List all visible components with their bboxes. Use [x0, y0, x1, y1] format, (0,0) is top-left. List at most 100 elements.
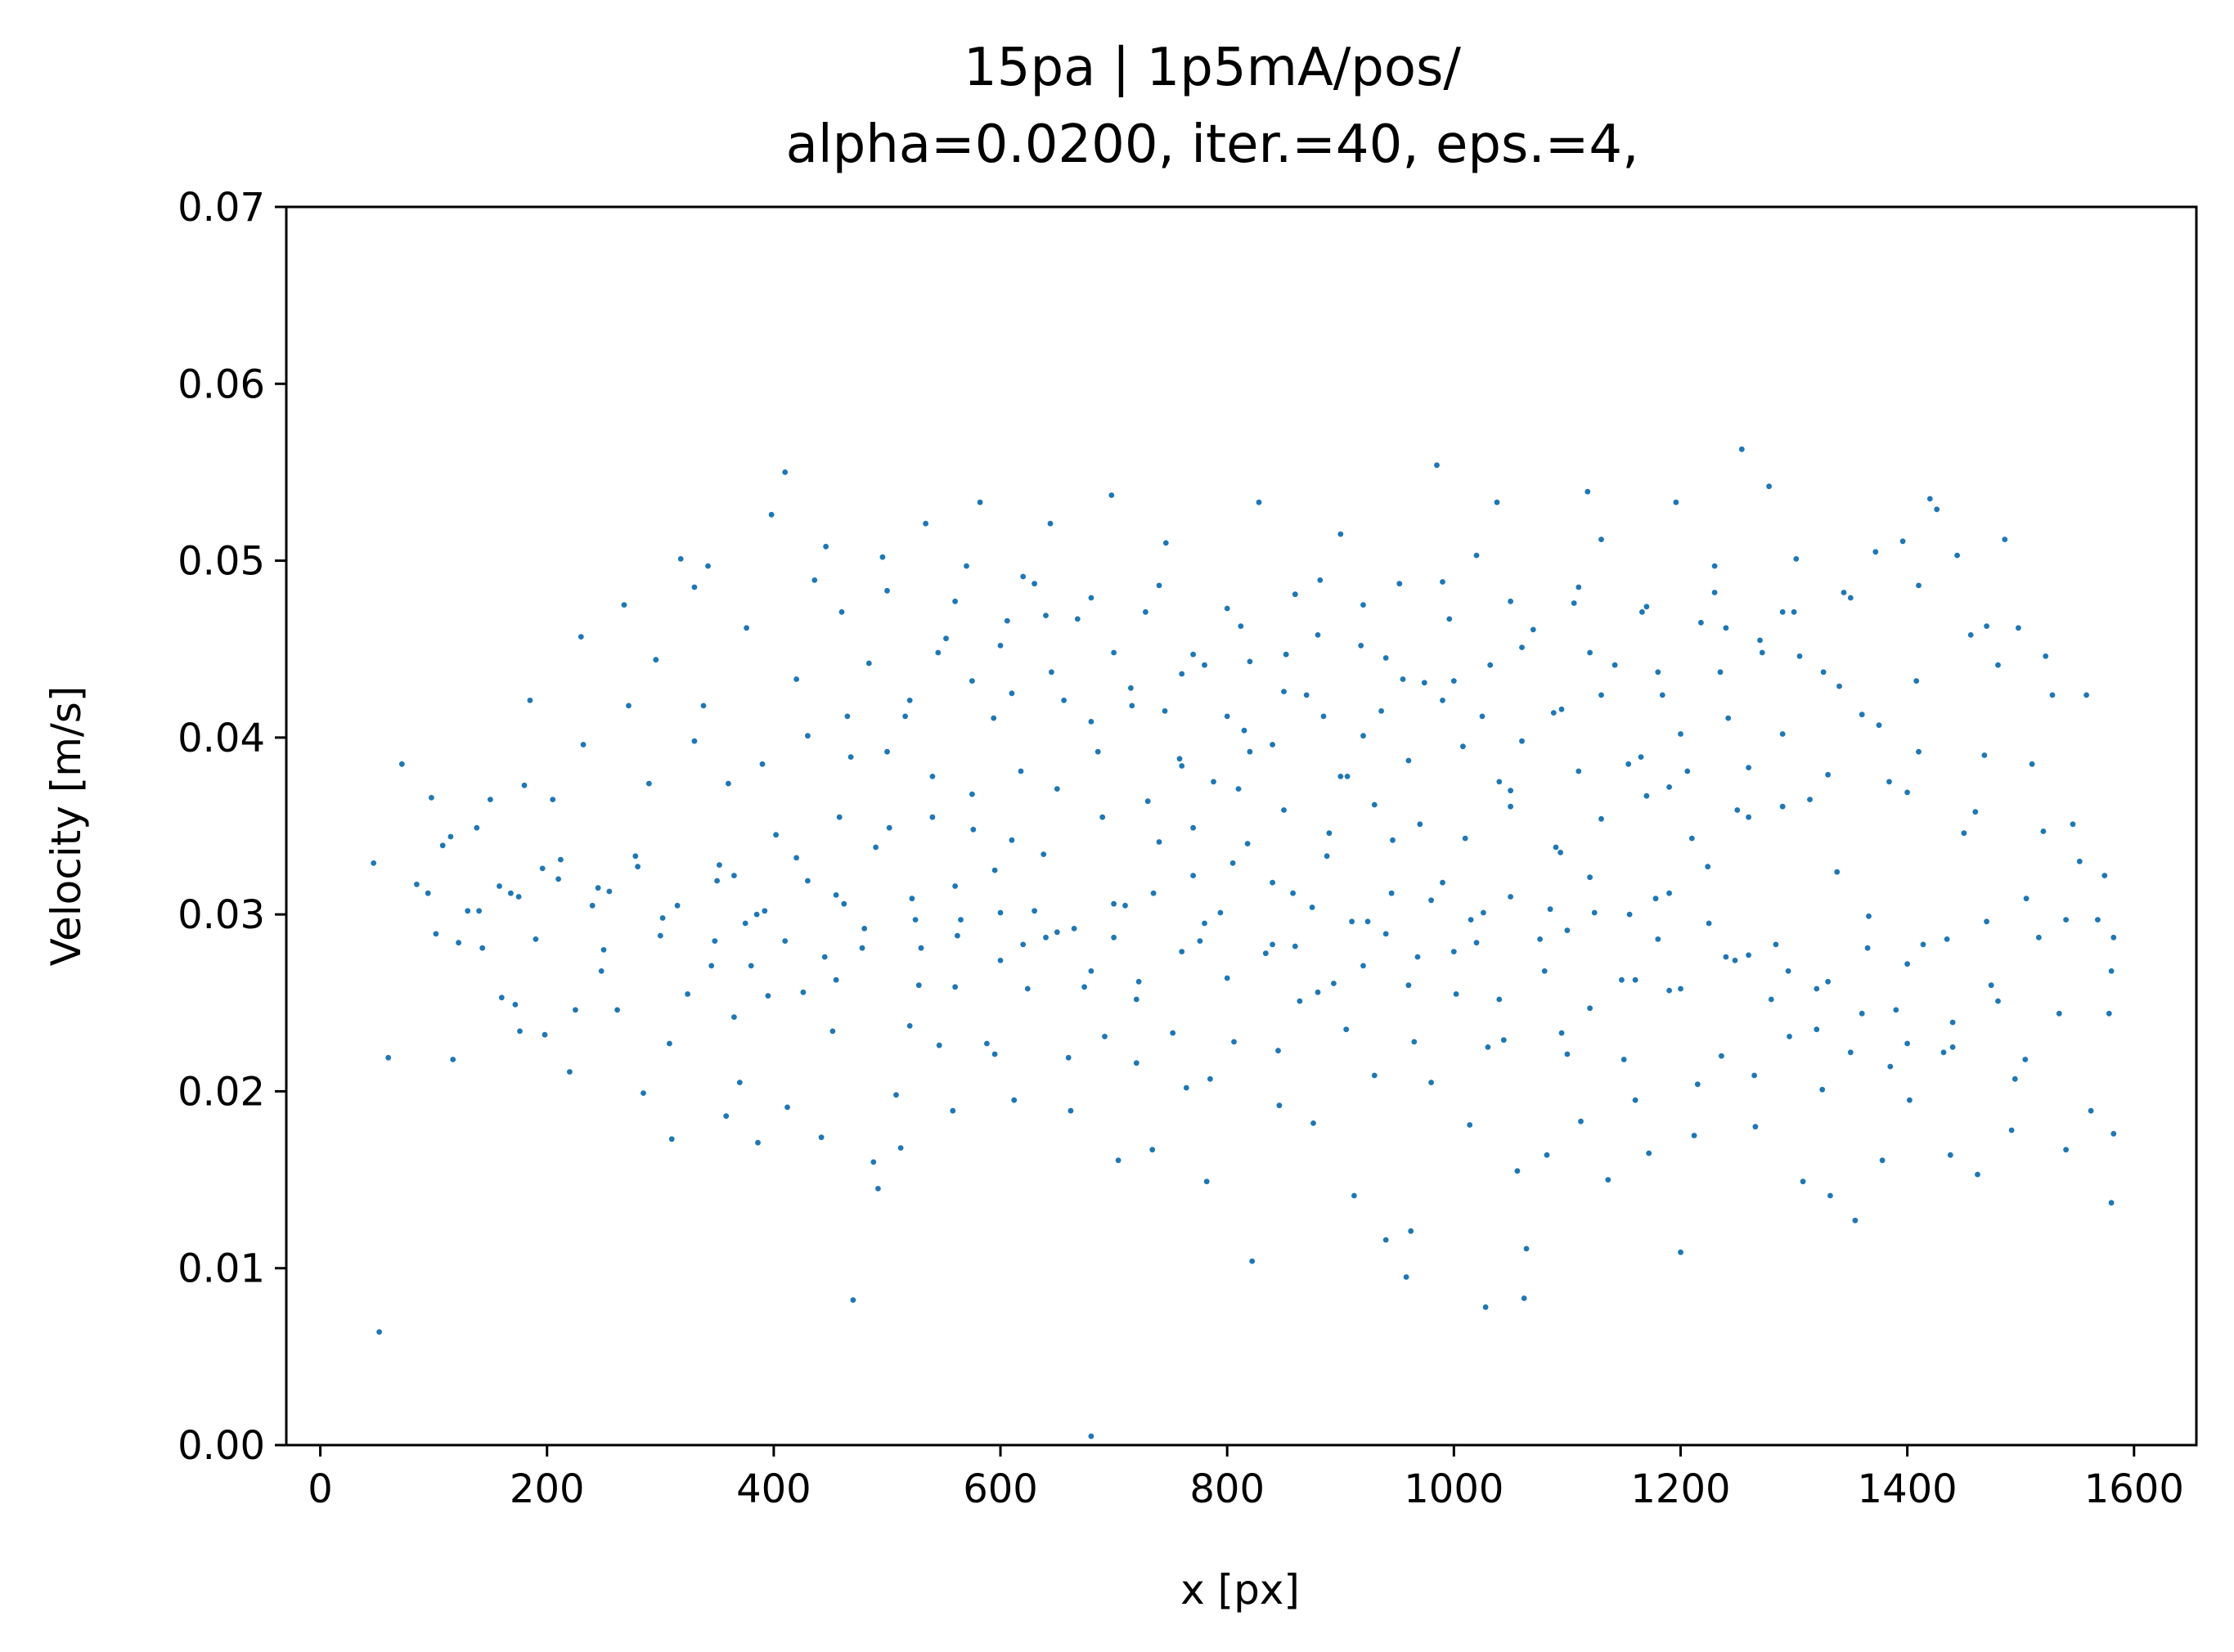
data-point: [1684, 768, 1691, 774]
data-point: [1032, 908, 1037, 914]
data-point: [1283, 651, 1289, 658]
data-point: [884, 587, 890, 594]
data-point: [1144, 798, 1151, 805]
data-point: [1396, 581, 1403, 587]
data-point: [376, 1329, 382, 1335]
data-point: [1725, 715, 1732, 721]
data-point: [1249, 1258, 1256, 1264]
data-point: [1768, 996, 1774, 1003]
data-point: [759, 761, 766, 767]
data-point: [1619, 976, 1625, 983]
data-point: [1224, 605, 1230, 612]
data-point: [1202, 662, 1207, 668]
data-point: [1827, 1192, 1833, 1199]
data-point: [873, 844, 879, 851]
data-point: [498, 994, 505, 1001]
data-point: [646, 780, 652, 787]
data-point: [1043, 613, 1049, 618]
data-point: [1766, 483, 1773, 490]
data-point: [632, 853, 639, 860]
data-point: [1575, 584, 1582, 590]
data-point: [1655, 936, 1661, 942]
data-point: [1481, 909, 1486, 916]
data-point: [2108, 1200, 2115, 1206]
data-point: [1143, 608, 1148, 615]
data-point: [606, 888, 613, 895]
data-point: [836, 814, 843, 820]
data-point: [1779, 608, 1786, 615]
data-point: [1099, 814, 1106, 820]
data-point: [1364, 918, 1371, 925]
data-point: [1587, 874, 1593, 881]
data-point: [870, 1159, 877, 1165]
data-point: [952, 984, 958, 990]
data-point: [1611, 662, 1618, 668]
data-point: [1791, 608, 1797, 615]
data-point: [929, 774, 936, 779]
data-point: [943, 635, 949, 642]
data-point: [1638, 754, 1644, 760]
data-point: [1405, 757, 1412, 764]
data-point: [1179, 763, 1185, 769]
data-point: [1926, 496, 1933, 502]
chart-title-line-2: alpha=0.0200, iter.=40, eps.=4,: [786, 114, 1639, 175]
data-point: [1041, 851, 1047, 857]
data-point: [1238, 623, 1244, 629]
data-point: [447, 833, 454, 840]
data-point: [1111, 934, 1117, 940]
data-point: [1864, 945, 1871, 951]
x-tick-label: 1600: [2084, 1466, 2184, 1512]
data-point: [1337, 774, 1344, 779]
data-point: [1018, 768, 1024, 774]
data-point: [1262, 950, 1269, 957]
data-point: [2095, 917, 2101, 923]
data-point: [1876, 722, 1882, 729]
data-point: [744, 625, 749, 631]
data-point: [1949, 1019, 1956, 1026]
data-point: [517, 1028, 523, 1035]
data-point: [1179, 949, 1185, 954]
data-point: [1190, 651, 1196, 658]
y-axis-ticks: 0.00 0.01 0.02 0.03 0.04 0.05 0.06 0.07: [178, 185, 286, 1469]
x-tick-label: 1000: [1404, 1466, 1504, 1512]
data-point: [1659, 692, 1665, 698]
data-point: [833, 976, 839, 983]
data-point: [1371, 801, 1378, 808]
data-point: [512, 1002, 519, 1008]
data-point: [1176, 756, 1183, 762]
data-point: [1547, 906, 1553, 913]
data-point: [515, 894, 522, 900]
data-point: [1759, 649, 1765, 656]
data-point: [1462, 835, 1468, 842]
data-point: [909, 896, 915, 902]
data-point: [929, 814, 936, 820]
data-point: [1400, 676, 1406, 682]
data-point: [1779, 731, 1786, 737]
data-point: [1231, 1039, 1237, 1045]
data-point: [539, 865, 546, 872]
data-point: [1241, 727, 1247, 734]
data-point: [1054, 929, 1060, 936]
data-point: [414, 882, 420, 887]
data-point: [1281, 807, 1287, 813]
data-point: [2063, 1147, 2070, 1153]
data-point: [542, 1031, 548, 1038]
data-point: [997, 643, 1004, 649]
data-point: [902, 713, 908, 720]
data-point: [2036, 934, 2042, 940]
data-point: [465, 908, 471, 914]
data-point: [1796, 653, 1803, 659]
data-point: [1303, 692, 1310, 698]
data-point: [1122, 902, 1128, 909]
data-point: [1899, 538, 1906, 545]
y-tick-label: 0.04: [178, 716, 265, 761]
data-point: [731, 873, 737, 878]
data-point: [1541, 968, 1548, 974]
data-point: [970, 826, 977, 833]
data-point: [1913, 678, 1920, 684]
data-point: [1598, 692, 1604, 698]
data-point: [1224, 713, 1230, 720]
data-point: [1814, 985, 1820, 992]
data-point: [708, 963, 715, 969]
